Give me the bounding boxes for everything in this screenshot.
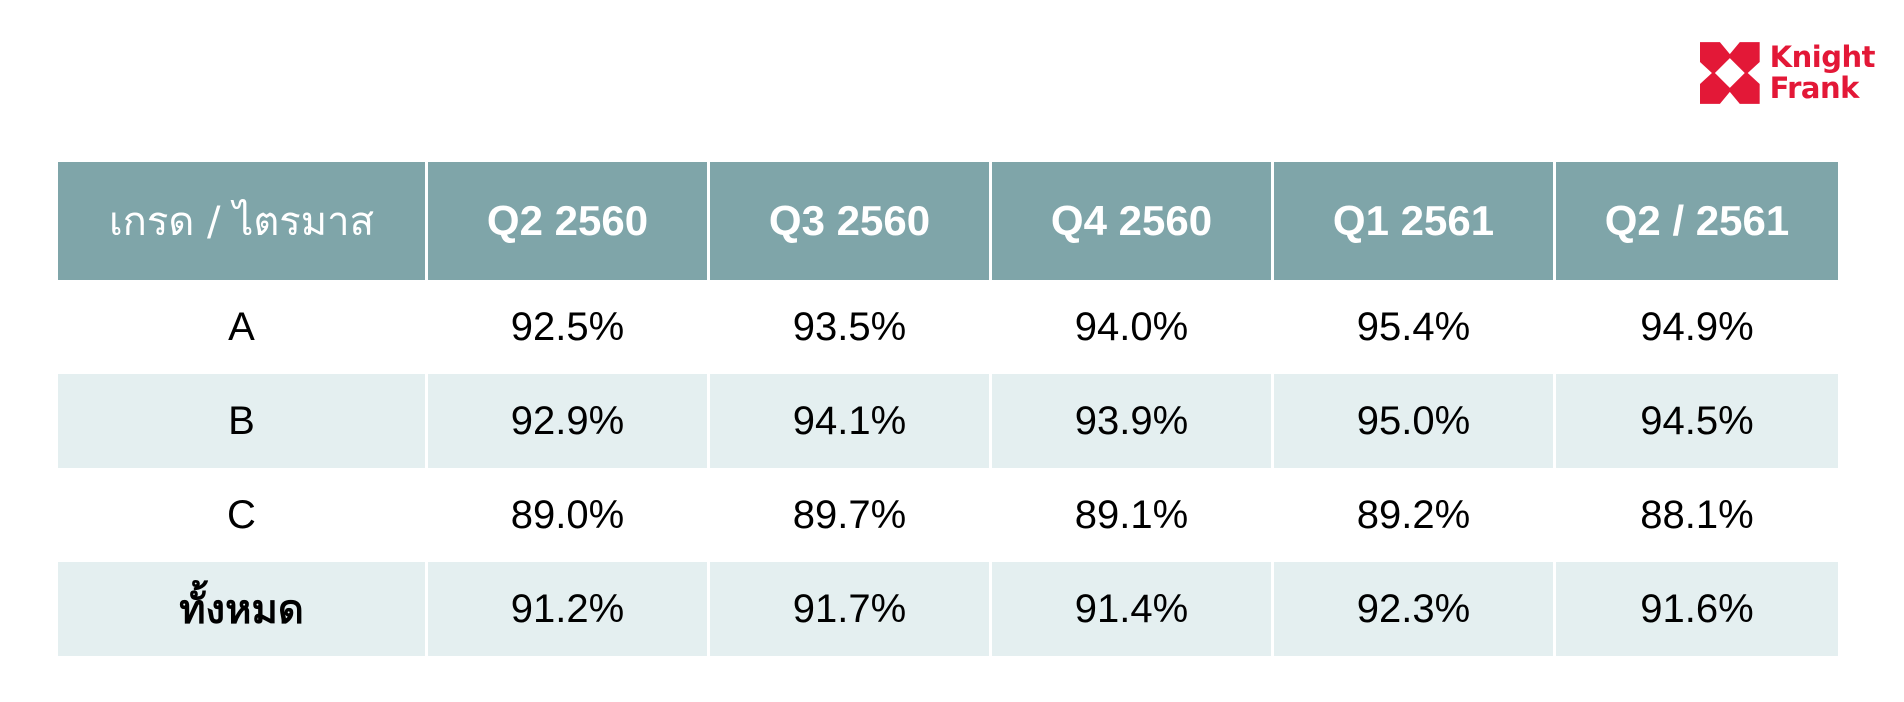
column-header-grade-quarter: เกรด / ไตรมาส: [58, 162, 428, 280]
table-cell: 94.5%: [1556, 371, 1838, 468]
table-cell: 91.4%: [992, 559, 1274, 656]
table-cell: 92.3%: [1274, 559, 1556, 656]
table-cell: 89.0%: [428, 468, 710, 559]
table-cell: 94.0%: [992, 280, 1274, 371]
logo-word-frank: Frank: [1769, 71, 1860, 105]
table-cell: 92.9%: [428, 371, 710, 468]
column-header-q4-2560: Q4 2560: [992, 162, 1274, 280]
table-row-grade-c: C 89.0% 89.7% 89.1% 89.2% 88.1%: [58, 468, 1838, 559]
column-header-q2-2560: Q2 2560: [428, 162, 710, 280]
table-row-grade-b: B 92.9% 94.1% 93.9% 95.0% 94.5%: [58, 371, 1838, 468]
table-cell: 94.9%: [1556, 280, 1838, 371]
table-cell: 89.7%: [710, 468, 992, 559]
table-cell: 93.5%: [710, 280, 992, 371]
logo-word-knight: Knight: [1769, 40, 1876, 74]
table-cell: 88.1%: [1556, 468, 1838, 559]
table-row-grade-a: A 92.5% 93.5% 94.0% 95.4% 94.9%: [58, 280, 1838, 371]
occupancy-table: เกรด / ไตรมาส Q2 2560 Q3 2560 Q4 2560 Q1…: [58, 162, 1838, 656]
table-row-total: ทั้งหมด 91.2% 91.7% 91.4% 92.3% 91.6%: [58, 559, 1838, 656]
table-header-row: เกรด / ไตรมาส Q2 2560 Q3 2560 Q4 2560 Q1…: [58, 162, 1838, 280]
table-cell: 91.6%: [1556, 559, 1838, 656]
table-cell: 92.5%: [428, 280, 710, 371]
row-label: B: [58, 371, 428, 468]
column-header-q3-2560: Q3 2560: [710, 162, 992, 280]
table-cell: 95.0%: [1274, 371, 1556, 468]
table-cell: 89.1%: [992, 468, 1274, 559]
knight-frank-logo-icon: [1700, 42, 1760, 104]
row-label: C: [58, 468, 428, 559]
column-header-q2-2561: Q2 / 2561: [1556, 162, 1838, 280]
row-label: A: [58, 280, 428, 371]
logo-wordmark: Knight Frank: [1769, 40, 1876, 105]
column-header-q1-2561: Q1 2561: [1274, 162, 1556, 280]
row-label: ทั้งหมด: [58, 559, 428, 656]
table-cell: 91.7%: [710, 559, 992, 656]
knight-frank-logo: Knight Frank: [1700, 40, 1876, 106]
table-cell: 91.2%: [428, 559, 710, 656]
table-cell: 93.9%: [992, 371, 1274, 468]
table-cell: 89.2%: [1274, 468, 1556, 559]
table-cell: 94.1%: [710, 371, 992, 468]
table-cell: 95.4%: [1274, 280, 1556, 371]
